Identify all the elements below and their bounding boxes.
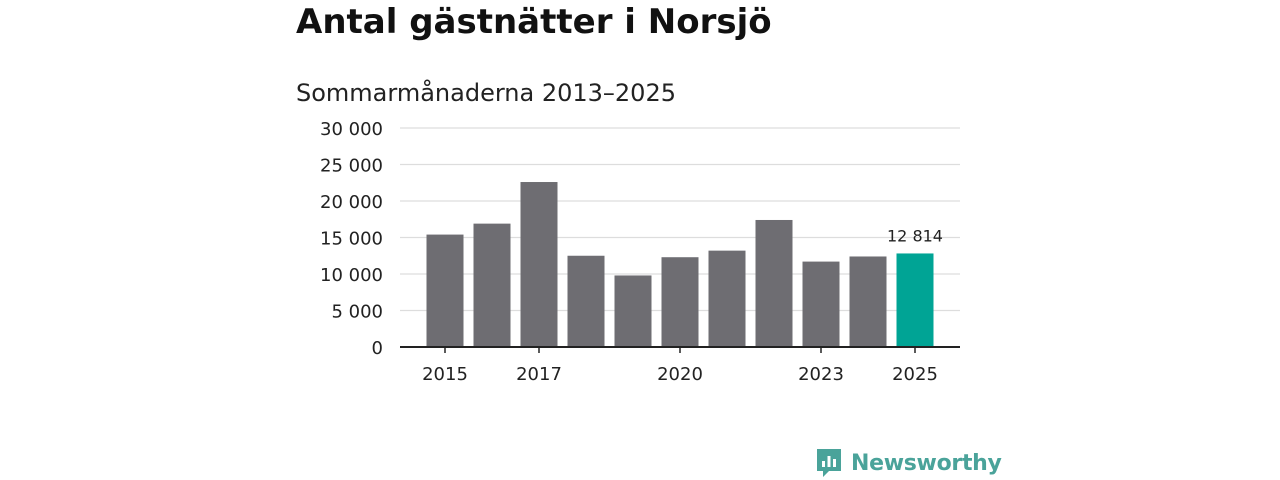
bar bbox=[755, 219, 793, 347]
bar bbox=[802, 261, 840, 347]
chart-title: Antal gästnätter i Norsjö bbox=[296, 2, 772, 42]
bar bbox=[614, 275, 652, 347]
y-tick-label: 10 000 bbox=[320, 265, 383, 286]
newsworthy-logo-icon bbox=[817, 449, 841, 477]
bar bbox=[708, 250, 746, 347]
brand-name: Newsworthy bbox=[851, 450, 1002, 476]
bar bbox=[426, 234, 464, 347]
y-tick-label: 15 000 bbox=[320, 229, 383, 250]
x-tick-label: 2023 bbox=[798, 364, 844, 385]
y-tick-label: 20 000 bbox=[320, 192, 383, 213]
bar bbox=[473, 223, 511, 347]
y-tick-label: 30 000 bbox=[320, 119, 383, 140]
x-tick-label: 2025 bbox=[892, 364, 938, 385]
x-tick-label: 2017 bbox=[516, 364, 562, 385]
bar-highlighted bbox=[896, 253, 934, 347]
x-tick-label: 2020 bbox=[657, 364, 703, 385]
x-axis-tick-labels: 2015 2017 2020 2023 2025 bbox=[422, 347, 938, 385]
bar bbox=[661, 257, 699, 347]
chart-subtitle: Sommarmånaderna 2013–2025 bbox=[296, 79, 676, 107]
brand-logo: Newsworthy bbox=[815, 446, 1002, 480]
bar bbox=[849, 256, 887, 347]
bar bbox=[520, 182, 558, 347]
bar bbox=[567, 255, 605, 347]
y-tick-label: 0 bbox=[372, 338, 383, 359]
y-tick-label: 25 000 bbox=[320, 156, 383, 177]
x-tick-label: 2015 bbox=[422, 364, 468, 385]
bars bbox=[426, 182, 934, 347]
data-labels: 12 814 bbox=[887, 226, 943, 245]
y-tick-label: 5 000 bbox=[331, 302, 383, 323]
y-axis-tick-labels: 0 5 000 10 000 15 000 20 000 25 000 30 000 bbox=[320, 119, 383, 359]
data-label: 12 814 bbox=[887, 226, 943, 245]
